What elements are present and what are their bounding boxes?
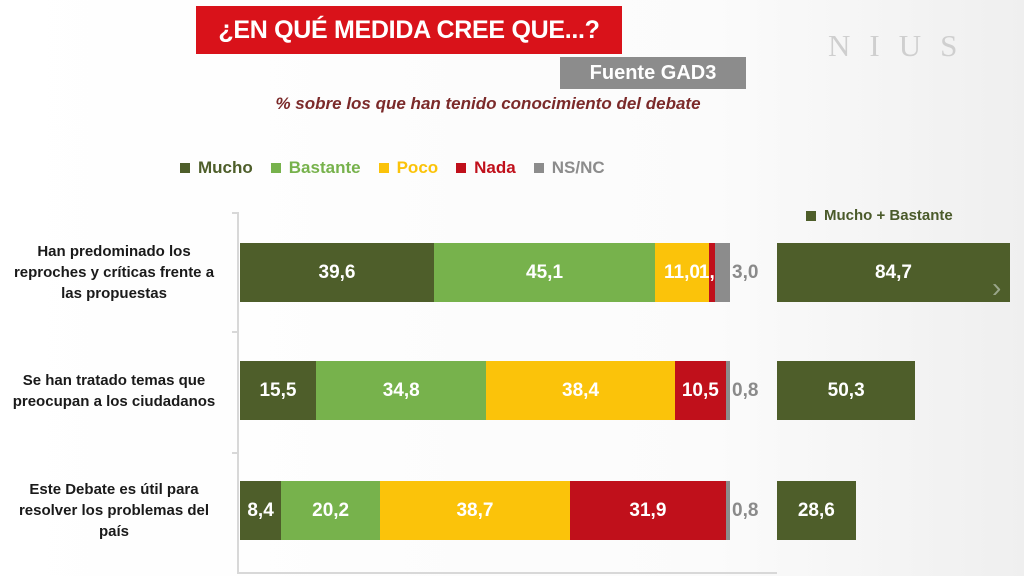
data-label: 38,4 (562, 379, 600, 401)
bar-segment-bastante: 45,1 (434, 243, 656, 302)
chart-title: ¿EN QUÉ MEDIDA CREE QUE...? (196, 6, 622, 54)
summary-label: 84,7 (874, 261, 912, 283)
data-label-nsnc: 0,8 (732, 499, 759, 521)
data-label: 45,1 (526, 261, 564, 283)
legend-swatch-nada (456, 163, 467, 173)
legend-label-summary: Mucho + Bastante (824, 207, 953, 224)
category-label: Se han tratado temas que preocupan a los … (0, 370, 228, 412)
category-label-line: las propuestas (61, 285, 167, 302)
axis-tick (232, 331, 239, 333)
summary-legend: Mucho + Bastante (806, 207, 953, 224)
category-label: Este Debate es útil para resolver los pro… (0, 479, 228, 542)
bar-segment-nada: 31,9 (569, 481, 727, 540)
axis-tick (232, 212, 239, 214)
bar-segment-mucho: 8,4 (240, 481, 282, 540)
bar-segment-bastante: 20,2 (281, 481, 381, 540)
legend-swatch-nsnc (533, 163, 544, 173)
chevron-right-icon[interactable]: › (992, 272, 1002, 303)
legend-label-bastante: Bastante (288, 158, 361, 177)
category-label-line: resolver los problemas del (18, 502, 210, 519)
data-label-nsnc: 0,8 (732, 379, 759, 401)
bar-segment-mucho: 39,6 (240, 243, 435, 302)
category-label-line: Han predominado los (37, 243, 191, 260)
source-badge: Fuente GAD3 (560, 57, 746, 89)
data-label: 20,2 (312, 499, 350, 521)
legend-label-nsnc: NS/NC (551, 158, 605, 177)
summary-bar: 50,3 (777, 361, 916, 420)
category-label-line: preocupan a los ciudadanos (12, 392, 216, 410)
data-label: 11,0 (663, 261, 700, 283)
axis-tick (232, 452, 239, 454)
category-label-line: país (98, 523, 129, 540)
legend: Mucho Bastante Poco Nada NS/NC (180, 158, 605, 178)
bar-segment-nsnc (726, 481, 730, 540)
category-axis (237, 212, 239, 574)
legend-label-mucho: Mucho (198, 158, 253, 177)
data-label: 10,5 (681, 379, 719, 401)
legend-swatch-poco (378, 163, 389, 173)
legend-swatch-bastante (270, 163, 281, 173)
bar-segment-mucho: 15,5 (240, 361, 316, 420)
data-label: 34,8 (382, 379, 420, 401)
bar-segment-nsnc (726, 361, 730, 420)
baseline (237, 572, 777, 574)
data-label: 39,6 (318, 261, 356, 283)
bar-segment-poco: 11,0 (655, 243, 709, 302)
bar-segment-poco: 38,4 (486, 361, 675, 420)
data-label-nsnc: 3,0 (732, 261, 759, 283)
legend-item-mucho: Mucho (180, 158, 253, 178)
summary-label: 50,3 (827, 379, 865, 401)
legend-label-poco: Poco (396, 158, 439, 177)
bar-segment-nada: 10,5 (674, 361, 727, 420)
legend-swatch-mucho (180, 163, 190, 173)
bar-segment-bastante: 34,8 (315, 361, 487, 420)
nius-logo: NIUS (828, 28, 977, 63)
legend-item-bastante: Bastante (270, 158, 361, 178)
category-label-line: reproches y críticas frente a (13, 264, 215, 281)
category-label: Han predominado los reproches y críticas … (0, 241, 228, 304)
data-label: 31,9 (629, 499, 667, 521)
legend-item-nsnc: NS/NC (533, 158, 605, 178)
legend-item-nada: Nada (456, 158, 516, 178)
summary-label: 28,6 (797, 499, 835, 521)
bar-segment-poco: 38,7 (380, 481, 570, 540)
legend-item-poco: Poco (378, 158, 439, 178)
data-label: 8,4 (247, 499, 274, 521)
summary-bar: 28,6 (777, 481, 856, 540)
category-label-line: Se han tratado temas que (22, 371, 206, 389)
category-label-line: Este Debate es útil para (29, 481, 199, 498)
summary-bar: 84,7 (777, 243, 1010, 302)
chart-subtitle: % sobre los que han tenido conocimiento … (275, 94, 701, 113)
legend-label-nada: Nada (474, 158, 516, 177)
data-label: 15,5 (259, 379, 297, 401)
data-label: 38,7 (456, 499, 494, 521)
bar-segment-nsnc (715, 243, 730, 302)
legend-swatch-summary (806, 210, 816, 221)
